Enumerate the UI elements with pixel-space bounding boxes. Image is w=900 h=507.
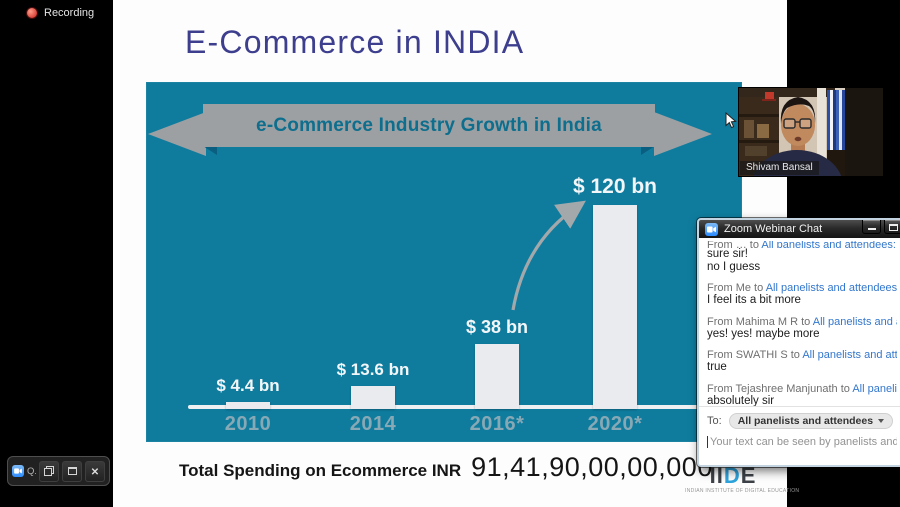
msg-from: From Tejashree Manjunath to <box>707 382 853 395</box>
recording-label: Recording <box>44 7 95 19</box>
mouse-cursor-icon <box>725 112 737 129</box>
bar-value-label: $ 38 bn <box>465 317 529 337</box>
scrolled-message-header: From … to All panelists and attendees: <box>707 241 897 248</box>
banner-fold-right <box>641 146 655 155</box>
chat-titlebar[interactable]: Zoom Webinar Chat <box>699 220 900 238</box>
x-tick-2016: 2016* <box>469 413 525 435</box>
bar-column-2014: $ 13.6 bn <box>313 360 433 409</box>
msg-to: All panelists and attendees: <box>852 382 897 395</box>
minimize-icon <box>867 228 876 230</box>
bar-2020 <box>593 205 637 409</box>
chat-compose-area: To: All panelists and attendees Your tex… <box>699 406 900 465</box>
x-tick-2014: 2014 <box>349 413 397 435</box>
msg-from: From Me to <box>707 282 766 294</box>
bar-2010 <box>226 402 270 409</box>
bar-column-2010: $ 4.4 bn <box>188 376 308 409</box>
logo-letter-d: D <box>723 463 741 488</box>
recording-indicator: Recording <box>27 7 94 19</box>
logo-tagline: INDIAN INSTITUTE OF DIGITAL EDUCATION <box>685 488 800 494</box>
msg-to: All panelists and attendees: <box>765 282 897 294</box>
restore-icon <box>44 466 54 476</box>
recording-dot-icon <box>27 8 37 18</box>
chat-message: no I guess <box>707 260 761 273</box>
bar-value-label: $ 4.4 bn <box>216 376 280 395</box>
chart-baseline <box>188 405 700 409</box>
scrolled-header-from: From … to <box>707 241 762 248</box>
chat-window-title: Zoom Webinar Chat <box>724 223 823 235</box>
text-caret <box>707 436 708 448</box>
msg-to: All panelists and attendees: <box>812 315 897 328</box>
bar-column-2016: $ 38 bn <box>437 317 557 409</box>
chat-message: absolutely sir <box>707 394 775 407</box>
close-icon <box>91 462 99 480</box>
to-label: To: <box>707 415 722 427</box>
minimize-button[interactable] <box>862 220 881 234</box>
minimized-window-bar: Q... <box>7 456 110 486</box>
chat-message-header: From Tejashree Manjunath to All panelist… <box>707 383 897 395</box>
participant-name-label: Shivam Bansal <box>740 161 819 175</box>
zoom-app-icon <box>705 222 718 236</box>
recipient-dropdown-value: All panelists and attendees <box>737 415 874 427</box>
chat-input[interactable]: Your text can be seen by panelists and o… <box>707 436 897 448</box>
chat-message: I feel its a bit more <box>707 294 801 306</box>
msg-from: From SWATHI S to <box>707 349 803 361</box>
bar-2016 <box>475 344 519 409</box>
chat-message-header: From SWATHI S to All panelists and atten… <box>707 349 897 361</box>
maximize-button[interactable] <box>884 220 900 234</box>
total-spending-value: 91,41,90,00,00,000 <box>471 452 713 482</box>
chat-message: yes! yes! maybe more <box>707 327 820 340</box>
chat-message-header: From Me to All panelists and attendees: <box>707 282 897 294</box>
msg-from: From Mahima M R to <box>707 315 813 328</box>
logo-letter-e: E <box>740 463 757 488</box>
chat-message: sure sir! <box>707 248 748 260</box>
chat-message-header: From Mahima M R to All panelists and att… <box>707 316 897 328</box>
banner-ribbon-left <box>148 112 206 156</box>
slide-title: E-Commerce in INDIA <box>185 24 525 60</box>
restore-window-button[interactable] <box>39 460 59 482</box>
bar-column-2020: $ 120 bn <box>555 175 675 409</box>
bar-value-label: $ 13.6 bn <box>336 360 410 379</box>
close-window-button[interactable] <box>85 460 105 482</box>
x-tick-2020: 2020* <box>587 413 643 435</box>
msg-to: All panelists and attendees: <box>802 349 897 361</box>
total-spending-label: Total Spending on Ecommerce INR <box>179 461 462 480</box>
webcam-video-tile: Shivam Bansal <box>738 87 884 177</box>
scrolled-header-to: All panelists and attendees: <box>761 241 896 248</box>
chart-title: e-Commerce Industry Growth in India <box>203 104 655 147</box>
chevron-down-icon <box>878 419 885 423</box>
bar-value-label: $ 120 bn <box>572 175 658 198</box>
banner-fold-left <box>203 146 217 155</box>
maximize-window-button[interactable] <box>62 460 82 482</box>
logo-letters-ii: II <box>709 463 724 488</box>
maximize-icon <box>889 224 898 231</box>
bar-2014 <box>351 386 395 409</box>
zoom-webinar-chat-window: Zoom Webinar Chat From … to All panelist… <box>697 218 900 467</box>
bar-chart: e-Commerce Industry Growth in India $ 4.… <box>146 82 742 442</box>
zoom-app-icon <box>12 465 24 477</box>
iide-logo-text: IIDE <box>685 463 781 488</box>
iide-logo: IIDE INDIAN INSTITUTE OF DIGITAL EDUCATI… <box>685 463 800 495</box>
maximize-icon <box>67 467 77 475</box>
recipient-dropdown[interactable]: All panelists and attendees <box>728 413 894 429</box>
chat-message: true <box>707 361 727 373</box>
chat-input-placeholder: Your text can be seen by panelists and o… <box>710 436 897 448</box>
total-spending: Total Spending on Ecommerce INR 91,41,90… <box>179 452 713 483</box>
minimized-app-label: Q... <box>27 465 36 477</box>
x-tick-2010: 2010 <box>224 413 272 435</box>
presentation-slide: E-Commerce in INDIA e-Commerce Industry … <box>113 0 800 507</box>
chat-message-list[interactable]: From … to All panelists and attendees: s… <box>699 238 900 406</box>
banner-ribbon-right <box>654 112 712 156</box>
